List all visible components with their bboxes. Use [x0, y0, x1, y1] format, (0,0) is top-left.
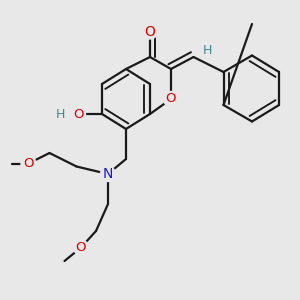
Circle shape: [52, 106, 68, 122]
Circle shape: [164, 92, 178, 106]
Text: H: H: [202, 44, 212, 58]
Circle shape: [74, 240, 88, 255]
Text: O: O: [166, 92, 176, 106]
Circle shape: [21, 156, 36, 171]
Text: O: O: [73, 107, 83, 121]
Text: N: N: [103, 167, 113, 181]
Circle shape: [142, 24, 158, 39]
Circle shape: [70, 106, 86, 122]
Circle shape: [200, 44, 214, 59]
Text: O: O: [23, 157, 34, 170]
Text: O: O: [145, 25, 155, 38]
Circle shape: [100, 167, 116, 182]
Text: H: H: [55, 107, 65, 121]
Text: O: O: [76, 241, 86, 254]
